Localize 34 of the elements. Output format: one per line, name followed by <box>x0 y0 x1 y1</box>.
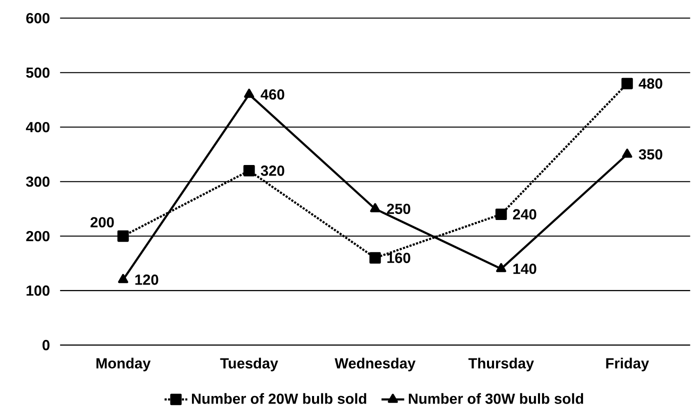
data-label: 200 <box>90 217 114 228</box>
y-tick-label: 300 <box>26 176 50 187</box>
point <box>117 230 129 242</box>
x-tick-label: Tuesday <box>220 358 278 372</box>
x-tick-label: Friday <box>606 358 650 372</box>
data-label: 120 <box>135 274 158 285</box>
data-label: 320 <box>260 166 284 176</box>
data-label: 160 <box>387 252 410 264</box>
point <box>622 148 632 158</box>
legend-label: Number of 20W bulb sold <box>192 393 366 404</box>
point <box>244 88 254 98</box>
point <box>496 263 506 272</box>
data-label: 140 <box>513 264 536 274</box>
x-tick-label: Thursday <box>468 358 534 372</box>
point <box>243 165 255 176</box>
y-tick-label: 100 <box>26 285 50 296</box>
point <box>369 252 381 264</box>
x-tick-label: Monday <box>96 358 151 372</box>
x-tick-label: Wednesday <box>334 358 416 372</box>
data-label: 460 <box>260 89 284 100</box>
y-tick-label: 0 <box>42 340 50 350</box>
point <box>495 208 507 220</box>
legend-label: Number of 30W bulb sold <box>408 393 584 404</box>
y-tick-label: 200 <box>26 230 50 242</box>
point <box>621 78 633 90</box>
y-tick-label: 600 <box>26 13 50 24</box>
data-label: 350 <box>638 149 662 160</box>
data-label: 250 <box>386 204 410 214</box>
point <box>370 203 380 212</box>
y-tick-label: 400 <box>26 122 50 132</box>
y-tick-label: 500 <box>26 68 50 78</box>
data-label: 480 <box>638 78 662 89</box>
point <box>118 274 128 284</box>
data-label: 240 <box>512 209 536 220</box>
